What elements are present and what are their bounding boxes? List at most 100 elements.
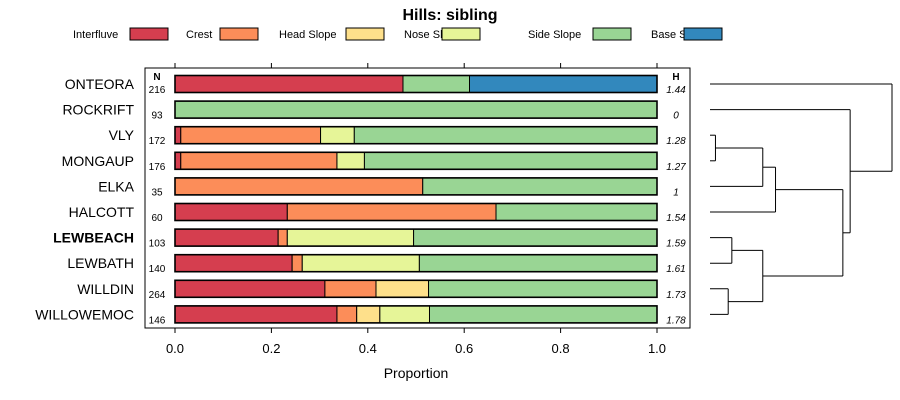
bar-segment-onteora-side-slope <box>402 75 471 93</box>
bar-segment-lewbath-crest <box>291 254 303 273</box>
h-value-elka: 1 <box>673 187 679 198</box>
legend-swatch-side-slope <box>592 27 632 41</box>
bar-outline-vly <box>174 125 658 145</box>
row-label-willdin: WILLDIN <box>77 281 134 297</box>
bar-segment-willdin-interfluve <box>174 279 326 298</box>
n-value-willdin: 264 <box>149 290 166 301</box>
bar-segment-willowemoc-side-slope <box>428 305 658 324</box>
h-value-willowemoc: 1.78 <box>666 315 686 326</box>
legend-label-interfluve: Interfluve <box>73 29 118 41</box>
legend-label-side-slope: Side Slope <box>528 29 581 41</box>
bar-segment-lewbeach-side-slope <box>413 228 658 247</box>
bar-segment-mongaup-side-slope <box>363 151 658 170</box>
bar-segment-elka-side-slope <box>422 177 658 196</box>
h-value-mongaup: 1.27 <box>666 162 686 173</box>
chart-title: Hills: sibling <box>402 7 497 24</box>
plot-frame <box>144 67 691 329</box>
bar-segment-mongaup-crest <box>180 151 338 170</box>
x-tick-label-0: 0.0 <box>166 341 184 356</box>
legend-swatch-crest <box>219 27 259 41</box>
row-label-mongaup: MONGAUP <box>62 153 134 169</box>
bar-segment-lewbath-interfluve <box>174 254 293 273</box>
x-tick-label-4: 0.8 <box>552 341 570 356</box>
bar-segment-lewbath-side-slope <box>418 254 658 273</box>
bar-segment-vly-side-slope <box>353 126 658 145</box>
n-value-lewbath: 140 <box>149 264 166 275</box>
n-column-header: N <box>153 72 160 83</box>
dendrogram <box>710 83 893 315</box>
row-label-rockrift: ROCKRIFT <box>62 102 134 118</box>
row-label-vly: VLY <box>109 127 135 143</box>
legend-swatch-nose-slope <box>441 27 481 41</box>
bar-segment-elka-crest <box>174 177 424 196</box>
bar-segment-mongaup-nose-slope <box>336 151 365 170</box>
bar-segment-halcott-interfluve <box>174 203 288 221</box>
bar-segment-willdin-head-slope <box>375 279 430 298</box>
bar-segment-willowemoc-interfluve <box>174 305 338 324</box>
x-axis-title: Proportion <box>384 365 449 381</box>
n-value-halcott: 60 <box>151 213 163 224</box>
bar-segment-halcott-side-slope <box>495 203 658 221</box>
row-label-lewbath: LEWBATH <box>67 255 134 271</box>
row-label-elka: ELKA <box>98 178 134 194</box>
row-label-halcott: HALCOTT <box>69 204 135 220</box>
n-value-rockrift: 93 <box>151 111 163 122</box>
bar-segment-onteora-interfluve <box>174 75 404 93</box>
bar-segment-vly-crest <box>180 126 322 145</box>
h-value-halcott: 1.54 <box>666 213 686 224</box>
bar-outline-rockrift <box>174 100 658 119</box>
row-label-onteora: ONTEORA <box>65 76 135 92</box>
n-value-willowemoc: 146 <box>149 315 166 326</box>
h-value-lewbeach: 1.59 <box>666 239 686 250</box>
row-label-willowemoc: WILLOWEMOC <box>35 306 134 322</box>
x-tick-label-5: 1.0 <box>648 341 666 356</box>
legend-label-head-slope: Head Slope <box>279 29 337 41</box>
bar-segment-lewbeach-crest <box>277 228 288 247</box>
bar-segment-willdin-side-slope <box>428 279 658 298</box>
bar-outline-halcott <box>174 202 658 222</box>
h-column-header: H <box>672 72 679 83</box>
x-tick-label-3: 0.6 <box>455 341 473 356</box>
bar-segment-mongaup-interfluve <box>174 151 182 170</box>
bar-segment-willowemoc-head-slope <box>356 305 381 324</box>
h-value-lewbath: 1.61 <box>666 264 685 275</box>
h-value-vly: 1.28 <box>666 136 686 147</box>
legend-label-crest: Crest <box>186 29 212 41</box>
bar-outline-lewbeach <box>174 228 658 247</box>
bar-segment-rockrift-side-slope <box>174 100 658 119</box>
bar-segment-willdin-crest <box>324 279 377 298</box>
bar-segment-halcott-crest <box>286 203 497 221</box>
bar-outline-willdin <box>174 279 658 299</box>
n-value-elka: 35 <box>151 187 163 198</box>
h-value-onteora: 1.44 <box>666 85 686 96</box>
bar-outline-mongaup <box>174 151 658 171</box>
bar-outline-elka <box>174 177 658 196</box>
x-axis: 0.0 0.2 0.4 0.6 0.8 1.0 <box>166 63 666 356</box>
bar-outline-onteora <box>174 74 658 94</box>
legend-swatch-head-slope <box>345 27 385 41</box>
n-value-mongaup: 176 <box>149 162 166 173</box>
bar-segment-vly-interfluve <box>174 126 182 145</box>
x-tick-label-1: 0.2 <box>262 341 280 356</box>
n-value-lewbeach: 103 <box>149 239 166 250</box>
bar-outline-willowemoc <box>174 305 658 324</box>
bar-segment-lewbeach-nose-slope <box>286 228 415 247</box>
row-label-lewbeach: LEWBEACH <box>53 230 134 246</box>
n-value-onteora: 216 <box>149 85 166 96</box>
h-value-willdin: 1.73 <box>666 290 686 301</box>
bar-segment-vly-nose-slope <box>320 126 355 145</box>
n-value-vly: 172 <box>149 136 166 147</box>
bars-group <box>174 74 658 324</box>
row-annotations: ONTEORA 216 1.44 ROCKRIFT 93 0 VLY 172 1.28 MONGA… <box>35 76 686 326</box>
bar-segment-willowemoc-nose-slope <box>379 305 430 324</box>
bar-segment-onteora-base-slope <box>469 75 658 93</box>
bar-segment-lewbeach-interfluve <box>174 228 279 247</box>
x-tick-label-2: 0.4 <box>359 341 377 356</box>
bar-segment-willowemoc-crest <box>336 305 358 324</box>
legend: Interfluve Crest Head Slope Nose Slope Side … <box>73 27 723 41</box>
legend-swatch-base-slope <box>683 27 723 41</box>
bar-outline-lewbath <box>174 253 658 273</box>
legend-swatch-interfluve <box>129 27 169 41</box>
bar-segment-lewbath-nose-slope <box>301 254 420 273</box>
